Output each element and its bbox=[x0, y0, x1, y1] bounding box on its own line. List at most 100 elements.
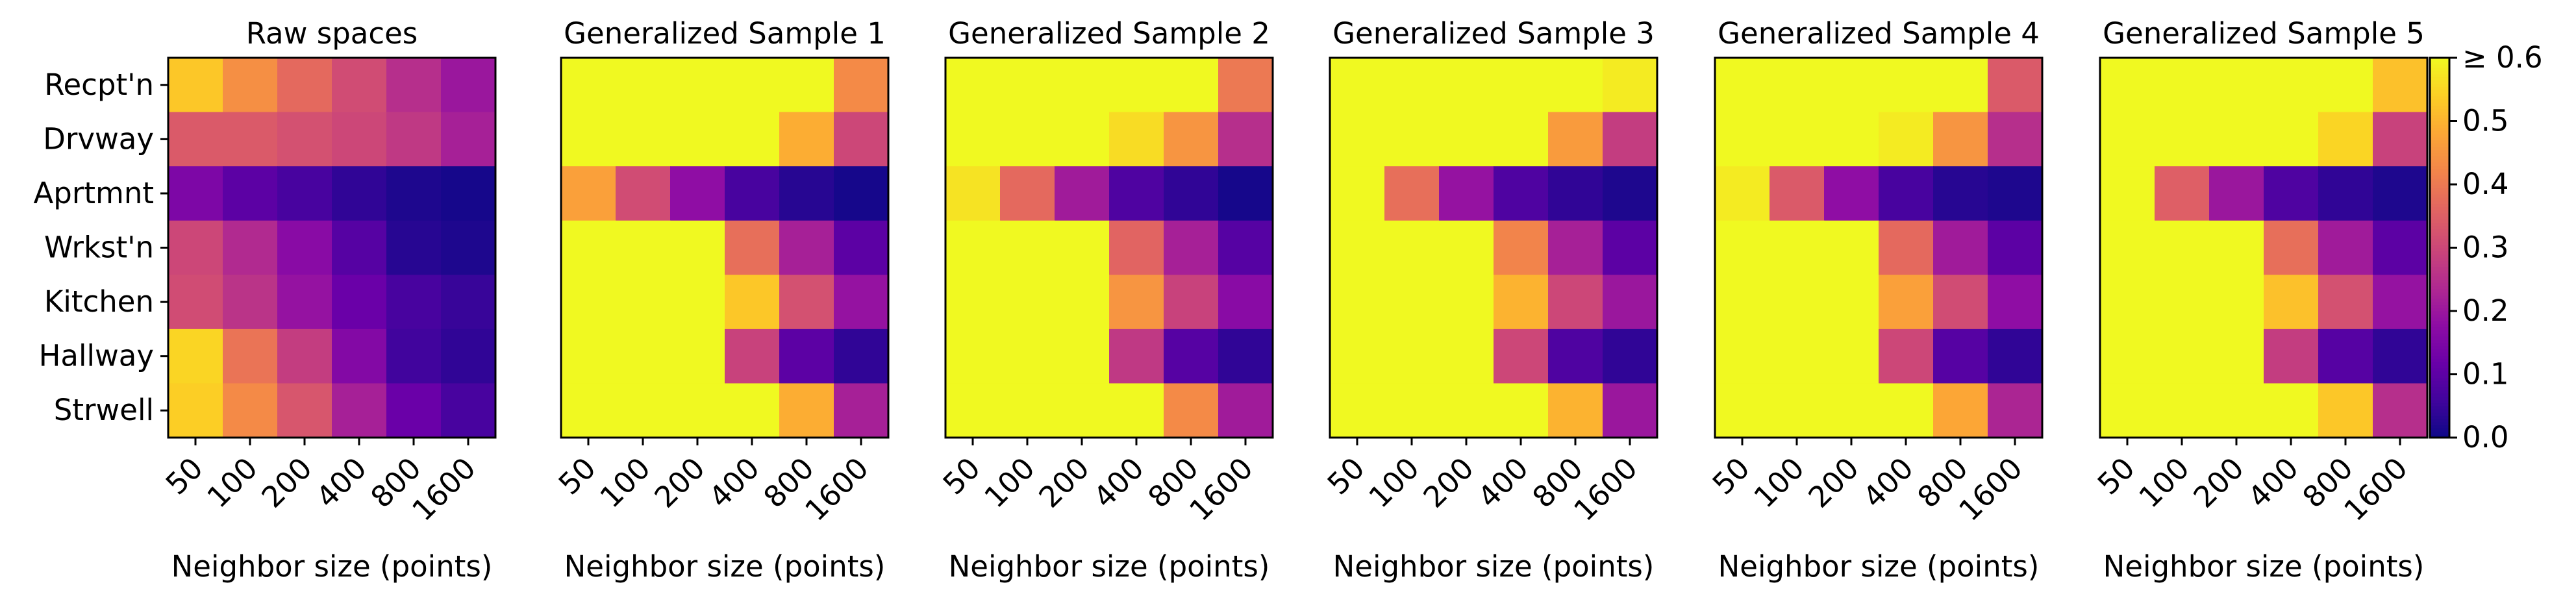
heatmap-cell bbox=[2209, 112, 2264, 167]
colorbar-segment bbox=[2430, 292, 2449, 296]
x-tick-label: 1600 bbox=[1182, 451, 1259, 527]
heatmap-cell bbox=[834, 58, 889, 113]
heatmap-cell bbox=[1824, 275, 1879, 330]
heatmap-cell bbox=[1715, 112, 1770, 167]
heatmap-cell bbox=[670, 383, 725, 438]
heatmap-cell bbox=[1164, 112, 1219, 167]
colorbar-segment bbox=[2430, 70, 2449, 75]
colorbar-segment bbox=[2430, 105, 2449, 109]
heatmap-cell bbox=[277, 329, 332, 384]
heatmap-cell bbox=[1330, 166, 1385, 221]
heatmap-cell bbox=[1548, 329, 1603, 384]
heatmap-cell bbox=[725, 166, 780, 221]
heatmap-cell bbox=[1164, 166, 1219, 221]
heatmap-cell bbox=[441, 166, 496, 221]
colorbar-segment bbox=[2430, 317, 2449, 321]
colorbar-segment bbox=[2430, 114, 2449, 119]
heatmap-cell bbox=[1439, 220, 1494, 275]
colorbar-segment bbox=[2430, 301, 2449, 306]
heatmap-cell bbox=[1164, 58, 1219, 113]
colorbar-segment bbox=[2430, 336, 2449, 340]
heatmap-cell bbox=[1055, 58, 1110, 113]
heatmap-cell bbox=[2373, 58, 2428, 113]
colorbar-segment bbox=[2430, 171, 2449, 176]
heatmap-cell bbox=[1330, 383, 1385, 438]
heatmap-cell bbox=[1494, 58, 1549, 113]
heatmap-cell bbox=[561, 275, 616, 330]
colorbar-segment bbox=[2430, 431, 2449, 435]
heatmap-cell bbox=[332, 220, 387, 275]
heatmap-cell bbox=[1769, 112, 1825, 167]
heatmap-cell bbox=[2373, 383, 2428, 438]
colorbar-segment bbox=[2430, 364, 2449, 369]
colorbar-segment bbox=[2430, 421, 2449, 426]
heatmap-cell bbox=[2209, 220, 2264, 275]
heatmap-cell bbox=[1494, 383, 1549, 438]
colorbar-segment bbox=[2430, 153, 2449, 156]
x-tick-label: 1600 bbox=[1952, 451, 2029, 527]
x-axis-label: Neighbor size (points) bbox=[949, 549, 1270, 584]
colorbar-segment bbox=[2430, 362, 2449, 366]
heatmap-cell bbox=[441, 329, 496, 384]
heatmap-cell bbox=[2209, 329, 2264, 384]
heatmap-cell bbox=[670, 166, 725, 221]
heatmap-cell bbox=[2209, 383, 2264, 438]
colorbar-segment bbox=[2430, 327, 2449, 331]
heatmap-cell bbox=[168, 58, 223, 113]
heatmap-cell bbox=[1164, 220, 1219, 275]
colorbar-segment bbox=[2430, 216, 2449, 220]
colorbar-segment bbox=[2430, 140, 2449, 144]
colorbar-segment bbox=[2430, 149, 2449, 154]
colorbar-segment bbox=[2430, 206, 2449, 210]
heatmap-cell bbox=[2100, 329, 2155, 384]
y-tick-label: Hallway bbox=[39, 339, 154, 373]
colorbar-segment bbox=[2430, 393, 2449, 397]
colorbar-segment bbox=[2430, 235, 2449, 239]
heatmap-cell bbox=[2209, 275, 2264, 330]
heatmap-cell bbox=[2155, 166, 2210, 221]
colorbar-segment bbox=[2430, 260, 2449, 264]
y-tick-label: Recpt'n bbox=[44, 68, 154, 102]
panel-title: Generalized Sample 3 bbox=[1332, 16, 1655, 51]
heatmap-cell bbox=[725, 112, 780, 167]
colorbar-segment bbox=[2430, 333, 2449, 337]
heatmap-cell bbox=[670, 220, 725, 275]
colorbar-segment bbox=[2430, 92, 2449, 97]
heatmap-cell bbox=[1439, 166, 1494, 221]
x-tick-label: 50 bbox=[1321, 451, 1371, 501]
heatmap-cell bbox=[1988, 275, 2043, 330]
colorbar-segment bbox=[2430, 415, 2449, 419]
heatmap-cell bbox=[2318, 112, 2373, 167]
heatmap-cell bbox=[2373, 329, 2428, 384]
heatmap-cell bbox=[2318, 220, 2373, 275]
heatmap-cell bbox=[834, 112, 889, 167]
heatmap-cell bbox=[386, 220, 442, 275]
heatmap-cell bbox=[332, 58, 387, 113]
heatmap-cell bbox=[277, 220, 332, 275]
heatmap-cell bbox=[1218, 220, 1273, 275]
heatmap-cell bbox=[2373, 166, 2428, 221]
heatmap-cell bbox=[1218, 58, 1273, 113]
heatmap-cell bbox=[616, 329, 671, 384]
colorbar-segment bbox=[2430, 387, 2449, 391]
colorbar-segment bbox=[2430, 244, 2449, 249]
x-tick-label: 100 bbox=[2132, 451, 2196, 514]
heatmap-cell bbox=[725, 383, 780, 438]
colorbar-segment bbox=[2430, 371, 2449, 375]
colorbar-segment bbox=[2430, 266, 2449, 271]
heatmap-cell bbox=[945, 329, 1001, 384]
colorbar-segment bbox=[2430, 229, 2449, 232]
heatmap-cell bbox=[670, 58, 725, 113]
heatmap-cell bbox=[945, 58, 1001, 113]
heatmap-cell bbox=[616, 275, 671, 330]
x-tick-label: 1600 bbox=[798, 451, 875, 527]
heatmap-cell bbox=[2373, 220, 2428, 275]
heatmap-cell bbox=[2100, 112, 2155, 167]
colorbar-segment bbox=[2430, 77, 2449, 81]
heatmap-cell bbox=[332, 329, 387, 384]
colorbar-segment bbox=[2430, 384, 2449, 388]
heatmap-cell bbox=[1218, 112, 1273, 167]
colorbar-segment bbox=[2430, 403, 2449, 407]
y-tick-label: Wrkst'n bbox=[44, 230, 154, 265]
heatmap-cell bbox=[561, 166, 616, 221]
